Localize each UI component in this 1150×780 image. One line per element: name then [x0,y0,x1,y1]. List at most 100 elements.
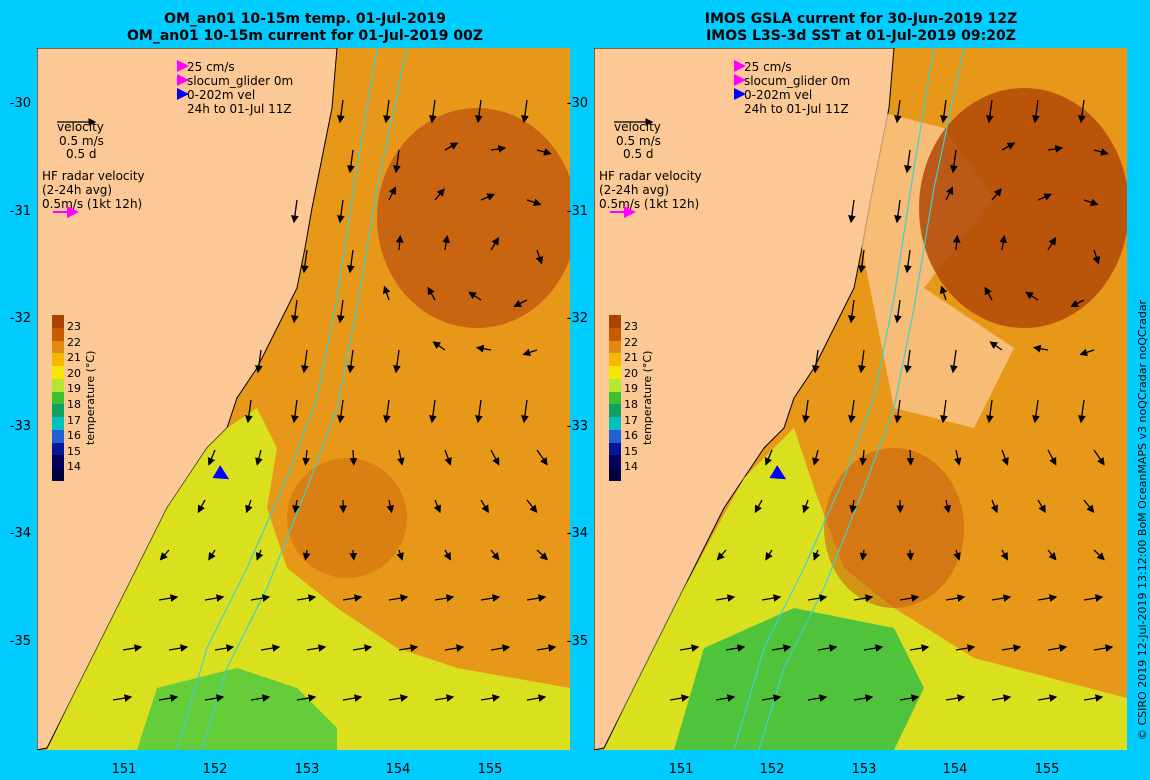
colorbar-label: 19 [67,382,81,396]
lat-tick-label: -35 [9,634,31,649]
left-colorbar-title: temperature (°C) [84,350,97,445]
colorbar-label: 23 [67,320,81,333]
colorbar-swatch [52,327,64,341]
left-velocity-title: velocity [57,120,104,134]
colorbar-label: 21 [67,351,81,365]
colorbar-swatch [609,378,621,392]
left-map-panel[interactable]: 25 cm/s slocum_glider 0m 0-202m vel 24h … [37,48,570,750]
right-legend-scale: 25 cm/s [744,60,792,74]
colorbar-swatch [609,442,621,456]
left-title-line1: OM_an01 10-15m temp. 01-Jul-2019 [164,11,446,27]
colorbar-label: 17 [67,413,81,427]
right-velocity-days: 0.5 d [623,147,654,161]
lon-tick-label: 152 [202,762,228,777]
lat-tick-label: -31 [9,204,31,219]
warm-eddy [377,108,570,328]
colorbar-swatch [52,340,64,354]
colorbar-label: 16 [624,429,638,443]
right-hf-title: HF radar velocity [599,169,702,183]
warm-eddy [919,88,1127,328]
right-map [594,48,1127,750]
colorbar-label: 20 [67,366,81,380]
right-title: IMOS GSLA current for 30-Jun-2019 12Z IM… [596,11,1126,45]
lat-tick-label: -32 [9,311,31,326]
colorbar-swatch [609,315,621,328]
copyright-text: © CSIRO 2019 12-Jul-2019 13:12:00 BoM Oc… [1136,299,1149,740]
right-legend-vel: 0-202m vel [744,88,813,102]
colorbar-swatch [609,468,621,481]
colorbar-label: 21 [624,351,638,365]
colorbar-swatch [52,353,64,366]
colorbar-label: 19 [624,382,638,396]
colorbar-label: 14 [67,460,81,474]
colorbar-swatch [52,378,64,392]
lon-tick-label: 151 [111,762,137,777]
lat-tick-label: -31 [566,204,588,219]
lon-tick-label: 152 [759,762,785,777]
colorbar-swatch [52,429,64,443]
colorbar-swatch [609,455,621,468]
right-hf-avg: (2-24h avg) [599,183,670,197]
colorbar-swatch [609,417,621,430]
colorbar-label: 15 [624,444,638,458]
colorbar-swatch [52,455,64,468]
colorbar-swatch [52,366,64,379]
colorbar-label: 14 [624,460,638,474]
left-title-line2: OM_an01 10-15m current for 01-Jul-2019 0… [127,28,483,44]
lat-tick-label: -33 [9,419,31,434]
colorbar-label: 16 [67,429,81,443]
lat-tick-label: -33 [566,419,588,434]
green-water [137,668,337,750]
right-hf-scale: 0.5m/s (1kt 12h) [599,197,700,211]
left-velocity-days: 0.5 d [66,147,97,161]
colorbar-swatch [52,468,64,481]
colorbar-swatch [609,429,621,443]
right-colorbar-title: temperature (°C) [641,350,654,445]
warm-band [824,448,964,608]
lon-tick-label: 154 [385,762,411,777]
colorbar-label: 15 [67,444,81,458]
lat-tick-label: -34 [566,526,588,541]
colorbar-label: 18 [67,398,81,411]
left-legend-glider: slocum_glider 0m [187,74,294,88]
right-legend-glider: slocum_glider 0m [744,74,851,88]
left-map [37,48,570,750]
colorbar-swatch [52,417,64,430]
left-legend-scale: 25 cm/s [187,60,235,74]
lat-tick-label: -35 [566,634,588,649]
lat-tick-label: -30 [9,96,31,111]
lon-tick-label: 155 [1034,762,1060,777]
colorbar-swatch [52,404,64,417]
lon-tick-label: 153 [851,762,877,777]
cool-water [47,408,570,750]
lon-tick-label: 151 [668,762,694,777]
lon-tick-label: 154 [942,762,968,777]
left-title: OM_an01 10-15m temp. 01-Jul-2019 OM_an01… [40,11,570,45]
left-hf-scale: 0.5m/s (1kt 12h) [42,197,143,211]
colorbar-swatch [609,404,621,417]
right-colorbar [609,315,621,481]
left-legend-period: 24h to 01-Jul 11Z [187,102,292,116]
colorbar-label: 22 [67,335,81,349]
colorbar-label: 20 [624,366,638,380]
right-title-line2: IMOS L3S-3d SST at 01-Jul-2019 09:20Z [706,28,1016,44]
right-legend-period: 24h to 01-Jul 11Z [744,102,849,116]
colorbar-swatch [609,340,621,354]
left-hf-title: HF radar velocity [42,169,145,183]
right-map-panel[interactable]: 25 cm/s slocum_glider 0m 0-202m vel 24h … [594,48,1127,750]
colorbar-label: 17 [624,413,638,427]
lon-tick-label: 153 [294,762,320,777]
right-velocity-title: velocity [614,120,661,134]
left-legend-vel: 0-202m vel [187,88,256,102]
colorbar-swatch [609,391,621,405]
colorbar-swatch [52,442,64,456]
left-hf-avg: (2-24h avg) [42,183,113,197]
lat-tick-label: -32 [566,311,588,326]
colorbar-label: 18 [624,398,638,411]
left-velocity-scale: 0.5 m/s [59,134,104,148]
warm-band [287,458,407,578]
green-water [674,608,924,750]
left-colorbar [52,315,64,481]
lat-tick-label: -34 [9,526,31,541]
colorbar-swatch [609,353,621,366]
